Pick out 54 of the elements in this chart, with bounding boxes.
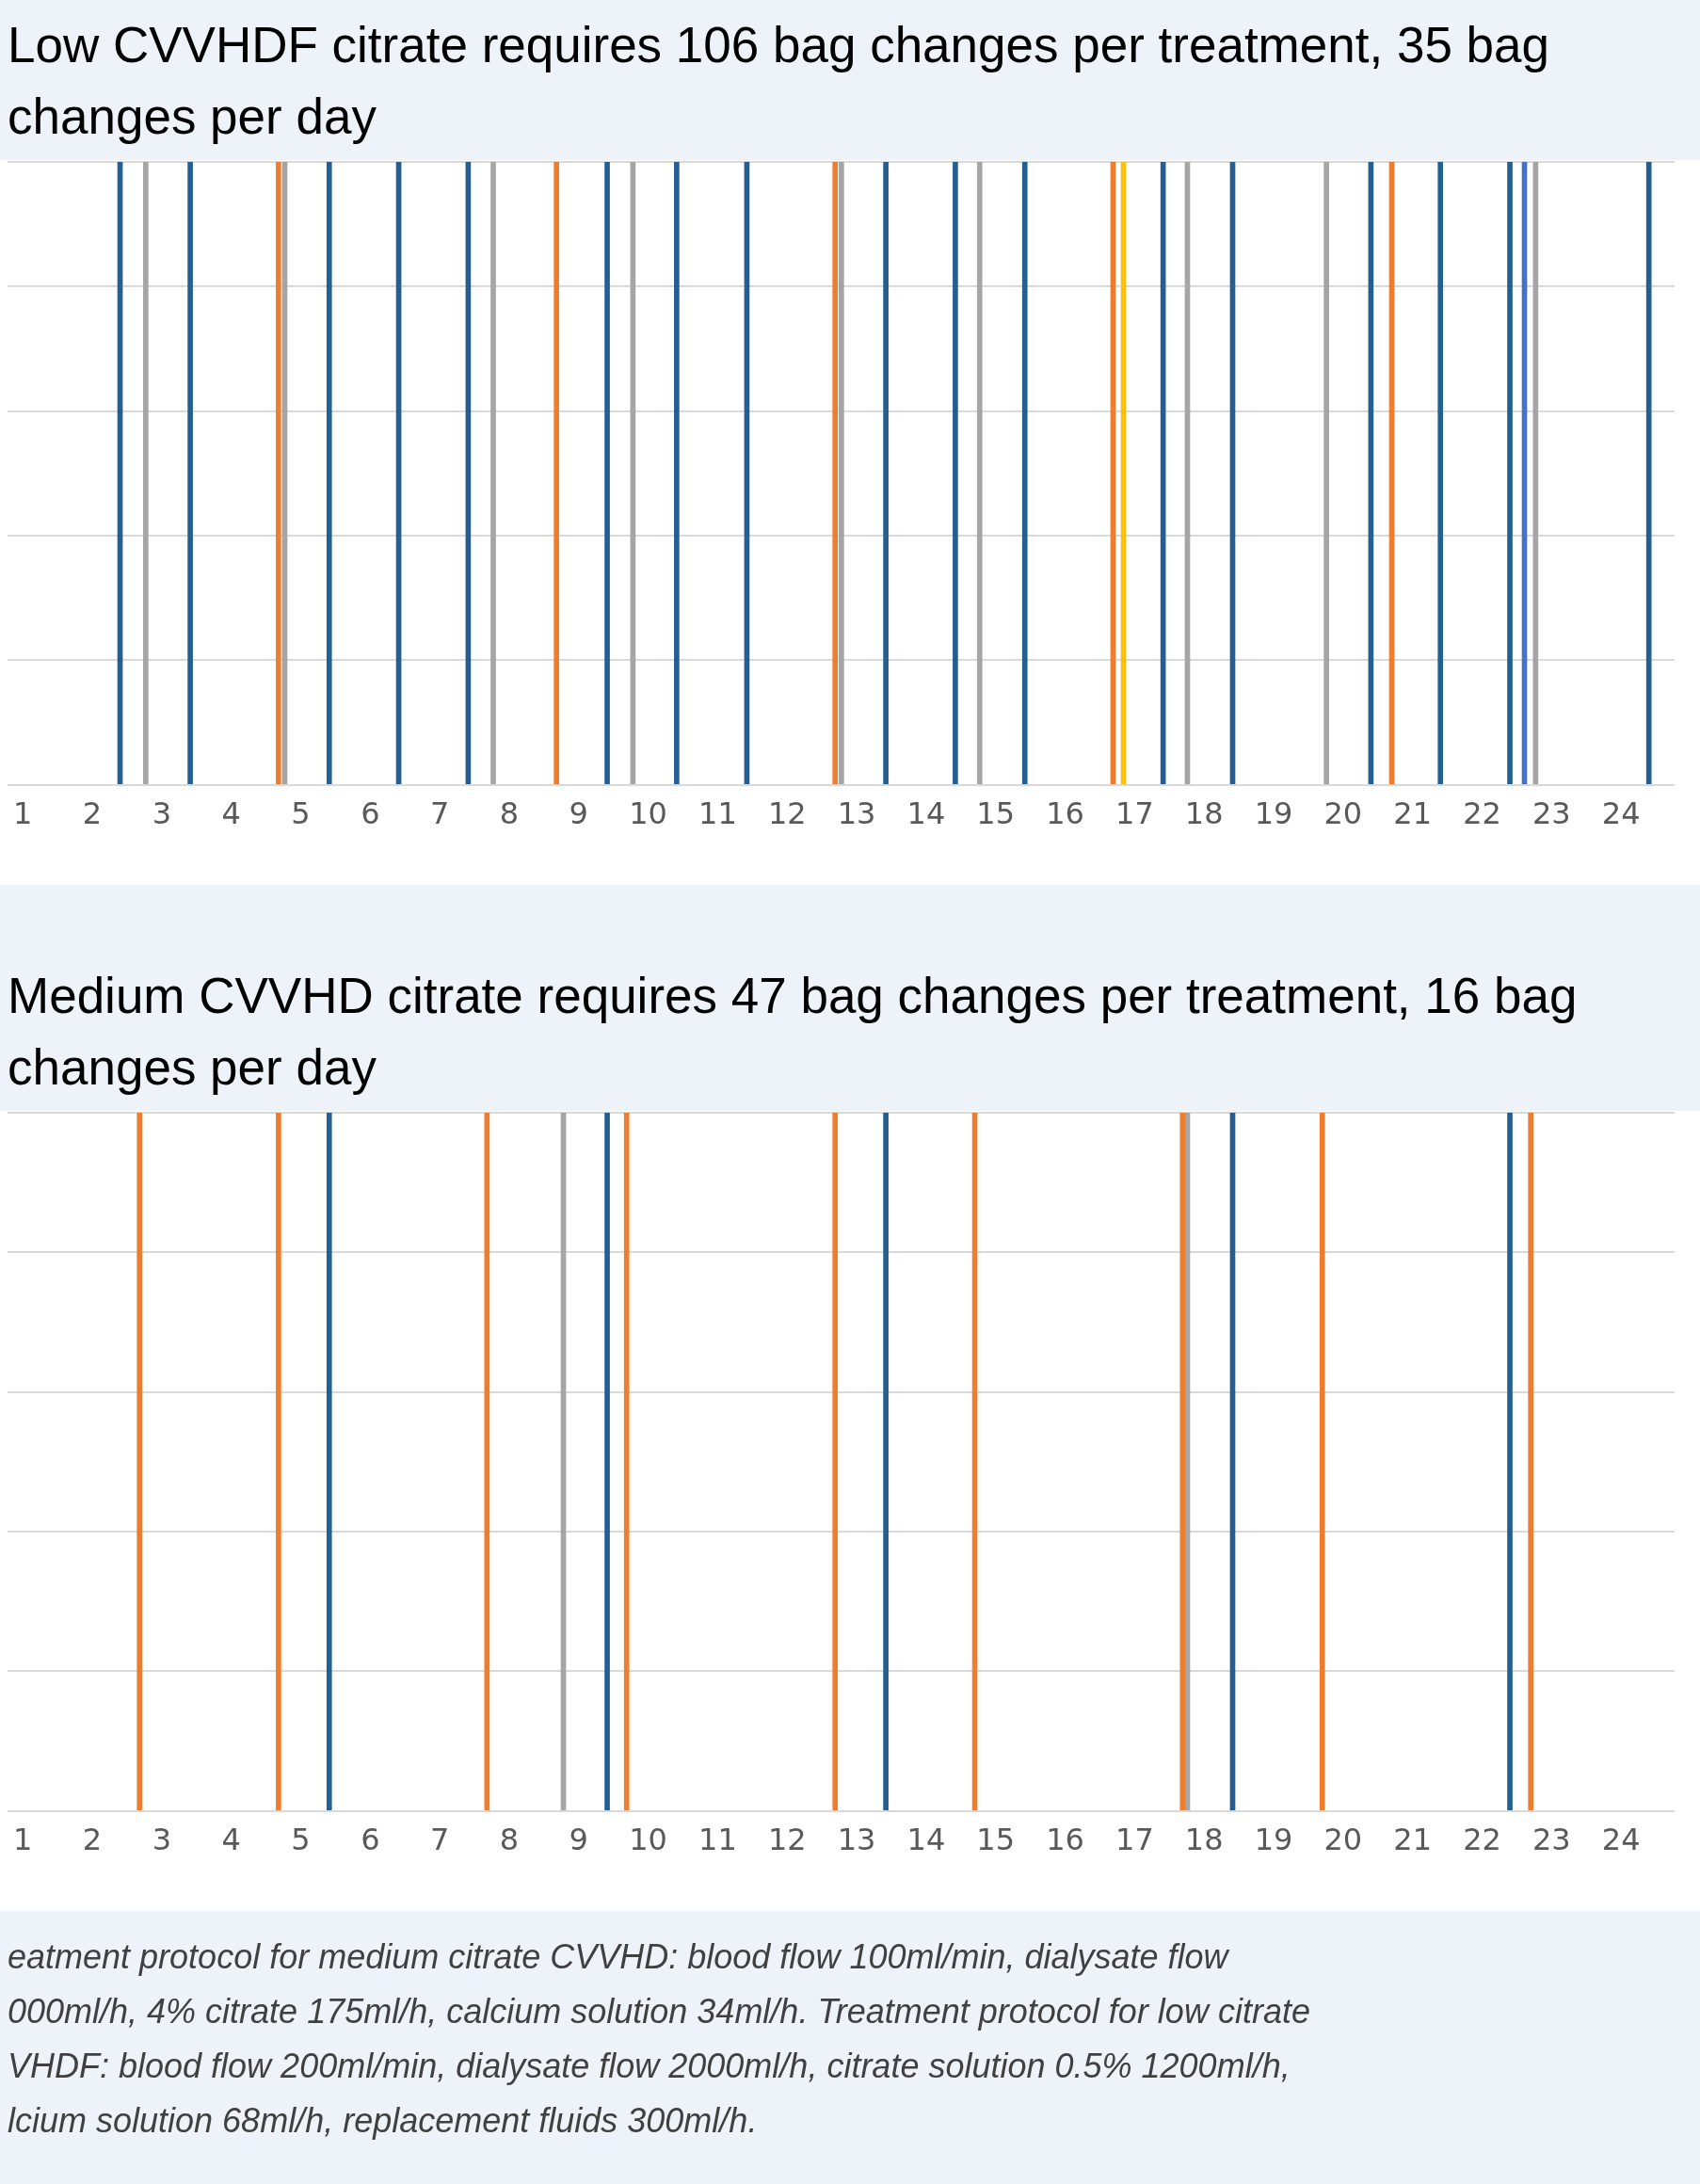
x-tick-label: 16 xyxy=(1046,1822,1084,1858)
x-tick-label: 12 xyxy=(767,795,807,832)
x-tick-label: 18 xyxy=(1184,1822,1224,1858)
x-tick-label: 8 xyxy=(499,1822,520,1858)
x-tick-label: 19 xyxy=(1254,795,1293,832)
text: eatment protocol for medium citrate CVVHD: blood flow 100ml/min, dialysate flow xyxy=(8,1937,1228,1976)
chart-title: Medium CVVHD citrate requires 47 bag changes per treatment, 16 bag changes per day xyxy=(7,967,1579,1097)
x-tick-label: 8 xyxy=(499,795,520,832)
x-tick-label: 24 xyxy=(1601,1822,1641,1858)
x-tick-label: 17 xyxy=(1115,795,1154,832)
x-tick-label: 3 xyxy=(152,795,172,832)
x-tick-label: 9 xyxy=(569,1822,588,1858)
x-tick-label: 14 xyxy=(906,1822,946,1858)
chart-title: Low CVVHDF citrate requires 106 bag changes per treatment, 35 bag changes per day xyxy=(7,16,1550,146)
x-tick-label: 11 xyxy=(698,795,737,832)
x-tick-label: 13 xyxy=(837,1822,876,1858)
text: lcium solution 68ml/h, replacement fluids 300ml/h. xyxy=(8,2101,758,2140)
x-tick-label: 9 xyxy=(569,795,588,832)
text: VHDF: blood flow 200ml/min, dialysate flow 2000ml/h, citrate solution 0.5% 1200ml/h, xyxy=(8,2047,1291,2085)
x-tick-label: 10 xyxy=(629,795,667,832)
x-tick-label: 17 xyxy=(1115,1822,1154,1858)
x-tick-label: 5 xyxy=(291,1822,311,1858)
x-tick-label: 15 xyxy=(976,1822,1016,1858)
x-tick-label: 14 xyxy=(906,795,946,832)
x-tick-label: 20 xyxy=(1323,1822,1363,1858)
x-tick-label: 10 xyxy=(629,1822,667,1858)
x-tick-label: 3 xyxy=(152,1822,172,1858)
x-tick-label: 5 xyxy=(291,795,311,832)
x-tick-label: 12 xyxy=(767,1822,807,1858)
x-tick-label: 2 xyxy=(82,1822,103,1858)
x-tick-label: 6 xyxy=(361,795,380,832)
x-tick-label: 2 xyxy=(82,795,103,832)
x-tick-label: 21 xyxy=(1393,1822,1433,1858)
x-tick-label: 23 xyxy=(1532,795,1571,832)
x-tick-label: 22 xyxy=(1463,795,1501,832)
x-tick-label: 4 xyxy=(221,1822,241,1858)
x-tick-label: 15 xyxy=(976,795,1016,832)
x-tick-label: 7 xyxy=(429,1822,450,1858)
x-tick-label: 24 xyxy=(1601,795,1641,832)
x-tick-label: 22 xyxy=(1463,1822,1501,1858)
x-tick-label: 21 xyxy=(1393,795,1433,832)
x-tick-label: 18 xyxy=(1184,795,1224,832)
x-tick-label: 20 xyxy=(1323,795,1363,832)
x-tick-label: 4 xyxy=(221,795,241,832)
x-tick-label: 23 xyxy=(1532,1822,1571,1858)
text: 000ml/h, 4% citrate 175ml/h, calcium solution 34ml/h. Treatment protocol for low citrate xyxy=(8,1992,1310,2031)
x-tick-label: 16 xyxy=(1046,795,1084,832)
x-tick-label: 6 xyxy=(361,1822,380,1858)
x-tick-label: 11 xyxy=(698,1822,737,1858)
x-tick-label: 19 xyxy=(1254,1822,1293,1858)
x-tick-label: 7 xyxy=(429,795,450,832)
x-tick-label: 1 xyxy=(13,1822,33,1858)
x-tick-label: 1 xyxy=(13,795,33,832)
x-tick-label: 13 xyxy=(837,795,876,832)
